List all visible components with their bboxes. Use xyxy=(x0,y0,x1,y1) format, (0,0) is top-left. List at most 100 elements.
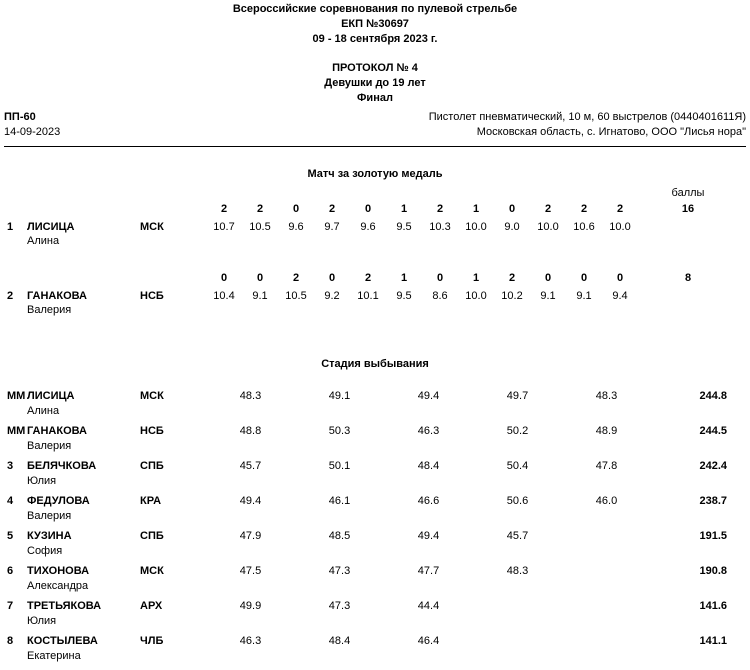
gold-match-athlete-block: 0 0 2 0 2 1 0 1 2 0 0 0 8 2 ГАНАКОВА НСБ 10.4 9.1 10.5 9.2 1… xyxy=(0,272,750,316)
series-value: 47.8 xyxy=(595,460,618,472)
spacer xyxy=(0,510,27,522)
athlete-region: АРХ xyxy=(140,600,163,612)
spacer xyxy=(0,580,27,592)
athlete-rank: 4 xyxy=(7,495,14,507)
series-value: 48.4 xyxy=(417,460,440,472)
series-value: 49.9 xyxy=(239,600,262,612)
athlete-rank: 2 xyxy=(7,290,14,302)
athlete-total: 244.8 xyxy=(699,390,727,402)
series-value: 49.7 xyxy=(506,390,529,402)
series-value: 46.1 xyxy=(328,495,351,507)
elimination-firstname-row: Валерия xyxy=(0,440,750,452)
elimination-firstname-row: Валерия xyxy=(0,510,750,522)
event-location: Московская область, с. Игнатово, ООО "Ли… xyxy=(476,126,746,138)
spacer xyxy=(27,272,140,284)
athlete-total: 238.7 xyxy=(699,495,727,507)
shot-value: 10.0 xyxy=(465,221,487,233)
series-value: 48.5 xyxy=(328,530,351,542)
protocol-number: ПРОТОКОЛ № 4 xyxy=(332,62,418,74)
gold-match-table: 2 2 0 2 0 1 2 1 0 2 2 2 16 1 ЛИСИЦА МСК 10.7 10.5 9.6 9.7 9.… xyxy=(0,203,750,316)
elimination-title: Стадия выбывания xyxy=(321,358,429,370)
athlete-last-name: ФЕДУЛОВА xyxy=(27,495,90,507)
series-value: 48.8 xyxy=(239,425,262,437)
shot-value: 10.2 xyxy=(501,290,523,302)
spacer xyxy=(0,304,27,316)
athlete-rank: 5 xyxy=(7,530,14,542)
athlete-last-name: ГАНАКОВА xyxy=(27,425,87,437)
athlete-region: НСБ xyxy=(140,290,164,302)
series-value: 50.4 xyxy=(506,460,529,472)
series-value: 48.3 xyxy=(595,390,618,402)
spacer xyxy=(140,272,206,284)
elimination-athlete-block: 8 КОСТЫЛЕВА ЧЛБ 46.3 48.4 46.4 141.1 Екатерина xyxy=(0,635,750,662)
ekp-number: ЕКП №30697 xyxy=(341,18,409,30)
elimination-firstname-row: Юлия xyxy=(0,615,750,627)
spacer xyxy=(638,290,750,302)
match-shots-row: 2 ГАНАКОВА НСБ 10.4 9.1 10.5 9.2 10.1 9.5 8.6 10.0… xyxy=(0,290,750,302)
athlete-total: 244.5 xyxy=(699,425,727,437)
elimination-main-row: 5 КУЗИНА СПБ 47.9 48.5 49.4 45.7 191.5 xyxy=(0,530,750,542)
elimination-firstname-row: Алина xyxy=(0,405,750,417)
series-value: 49.4 xyxy=(417,530,440,542)
athlete-first-name: Алина xyxy=(27,235,60,247)
age-category: Девушки до 19 лет xyxy=(324,77,426,89)
shot-point-value: 0 xyxy=(328,272,336,284)
athlete-rank: 7 xyxy=(7,600,14,612)
shot-value: 10.4 xyxy=(213,290,235,302)
athlete-region: МСК xyxy=(140,221,164,233)
shot-value: 9.1 xyxy=(252,290,268,302)
shot-point-value: 2 xyxy=(328,203,336,215)
athlete-total: 191.5 xyxy=(699,530,727,542)
shot-value: 10.0 xyxy=(465,290,487,302)
elimination-main-row: 8 КОСТЫЛЕВА ЧЛБ 46.3 48.4 46.4 141.1 xyxy=(0,635,750,647)
shot-point-value: 0 xyxy=(220,272,228,284)
spacer xyxy=(0,545,27,557)
athlete-first-name: Александра xyxy=(27,580,89,592)
series-value: 47.7 xyxy=(417,565,440,577)
event-info-left: ПП-60 14-09-2023 xyxy=(4,110,60,140)
match-points-row: 2 2 0 2 0 1 2 1 0 2 2 2 16 xyxy=(0,203,750,215)
shot-point-value: 0 xyxy=(364,203,372,215)
shot-value: 9.5 xyxy=(396,290,412,302)
shot-value: 10.5 xyxy=(249,221,271,233)
athlete-first-name: Юлия xyxy=(27,475,57,487)
athlete-region: ЧЛБ xyxy=(140,635,164,647)
elimination-main-row: 3 БЕЛЯЧКОВА СПБ 45.7 50.1 48.4 50.4 47.8 242.4 xyxy=(0,460,750,472)
series-value: 46.6 xyxy=(417,495,440,507)
elimination-main-row: 4 ФЕДУЛОВА КРА 49.4 46.1 46.6 50.6 46.0 238.7 xyxy=(0,495,750,507)
event-code: ПП-60 xyxy=(4,111,36,123)
series-value: 48.4 xyxy=(328,635,351,647)
shot-value: 9.2 xyxy=(324,290,340,302)
shot-point-value: 1 xyxy=(472,203,480,215)
shot-value: 10.0 xyxy=(537,221,559,233)
competition-title: Всероссийские соревнования по пулевой ст… xyxy=(232,3,518,15)
gold-match-athlete-block: 2 2 0 2 0 1 2 1 0 2 2 2 16 1 ЛИСИЦА МСК 10.7 10.5 9.6 9.7 9.… xyxy=(0,203,750,247)
elimination-firstname-row: Екатерина xyxy=(0,650,750,662)
shot-point-value: 2 xyxy=(256,203,264,215)
athlete-first-name: Валерия xyxy=(27,304,72,316)
athlete-last-name: БЕЛЯЧКОВА xyxy=(27,460,97,472)
points-label-row: баллы xyxy=(0,187,750,199)
elimination-firstname-row: София xyxy=(0,545,750,557)
shot-value: 9.7 xyxy=(324,221,340,233)
series-value: 46.3 xyxy=(417,425,440,437)
spacer xyxy=(0,203,27,215)
series-value: 46.0 xyxy=(595,495,618,507)
elimination-firstname-row: Юлия xyxy=(0,475,750,487)
athlete-total: 190.8 xyxy=(699,565,727,577)
athlete-rank: 3 xyxy=(7,460,14,472)
shot-value: 9.6 xyxy=(360,221,376,233)
match-firstname-row: Валерия xyxy=(0,304,750,316)
spacer xyxy=(0,440,27,452)
elimination-athlete-block: ММ ГАНАКОВА НСБ 48.8 50.3 46.3 50.2 48.9 244.5 Ва… xyxy=(0,425,750,452)
spacer xyxy=(0,475,27,487)
series-value: 46.4 xyxy=(417,635,440,647)
elimination-athlete-block: 6 ТИХОНОВА МСК 47.5 47.3 47.7 48.3 190.8 Алексан… xyxy=(0,565,750,592)
athlete-region: СПБ xyxy=(140,460,164,472)
elimination-main-row: 6 ТИХОНОВА МСК 47.5 47.3 47.7 48.3 190.8 xyxy=(0,565,750,577)
athlete-region: НСБ xyxy=(140,425,164,437)
shot-value: 9.6 xyxy=(288,221,304,233)
shot-point-value: 2 xyxy=(616,203,624,215)
athlete-first-name: Валерия xyxy=(27,440,72,452)
